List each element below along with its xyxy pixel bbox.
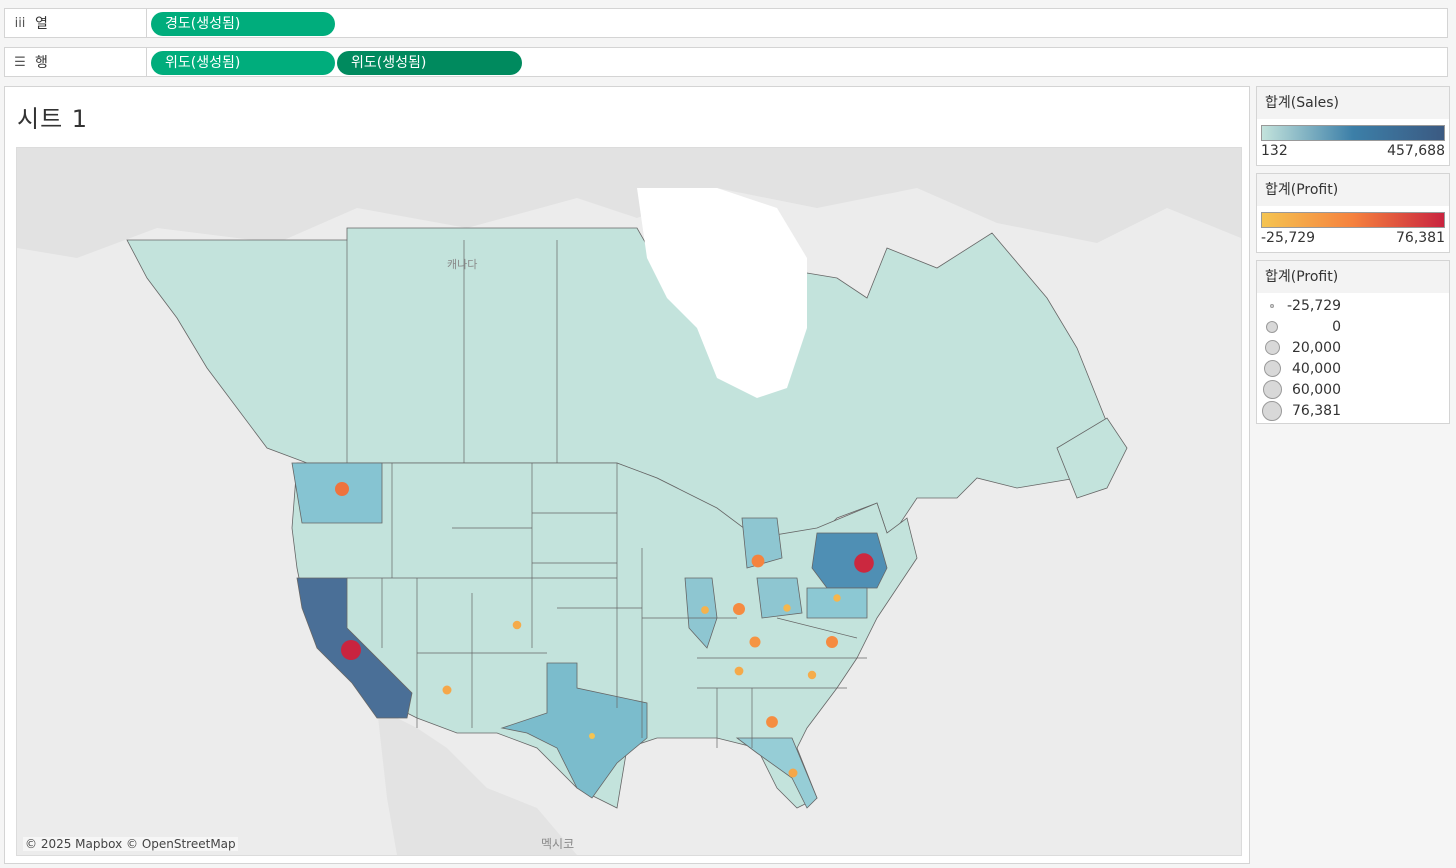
legend-profit-color-title: 합계(Profit)	[1257, 174, 1449, 206]
size-legend-value: 20,000	[1292, 339, 1341, 356]
size-legend-value: 0	[1332, 318, 1341, 335]
profit-mark-ohio[interactable]	[783, 604, 791, 612]
map-label-canada: 캐나다	[447, 258, 477, 271]
profit-mark-texas[interactable]	[589, 733, 595, 739]
columns-pill-label: 경도(생성됨)	[165, 16, 241, 32]
arctic-land	[17, 148, 1241, 258]
profit-mark-florida[interactable]	[788, 768, 798, 778]
sales-ramp-min: 132	[1261, 143, 1288, 159]
profit-mark-pennsylvania[interactable]	[833, 594, 841, 602]
legend-sales-color[interactable]: 합계(Sales) 132 457,688	[1256, 86, 1450, 166]
size-legend-value: 40,000	[1292, 360, 1341, 377]
profit-mark-arizona[interactable]	[442, 685, 452, 695]
size-legend-circle	[1262, 380, 1282, 399]
legend-profit-size-title: 합계(Profit)	[1257, 261, 1449, 293]
size-legend-list: -25,729 0 20,000 40,000 60,000 76,381	[1257, 293, 1449, 421]
map-view[interactable]: 캐나다	[16, 147, 1242, 856]
size-legend-circle-wrap	[1257, 400, 1287, 421]
size-legend-item: 0	[1257, 316, 1449, 337]
profit-mark-illinois[interactable]	[701, 606, 709, 614]
size-legend-value: 60,000	[1292, 381, 1341, 398]
sheet-title: 시트 1	[17, 105, 89, 133]
map-attribution: © 2025 Mapbox © OpenStreetMap	[23, 837, 238, 851]
profit-mark-georgia[interactable]	[766, 716, 778, 728]
size-legend-circle	[1270, 303, 1274, 308]
size-legend-circle	[1262, 400, 1282, 421]
legend-profit-size[interactable]: 합계(Profit) -25,729 0 20,000 40,000 60,000 76,…	[1256, 260, 1450, 424]
rows-icon: ☰	[14, 54, 26, 70]
region-florida[interactable]	[735, 737, 818, 809]
sales-color-ramp	[1261, 125, 1445, 141]
profit-mark-virginia[interactable]	[826, 636, 838, 648]
rows-shelf[interactable]: ☰ 행 위도(생성됨) 위도(생성됨)	[4, 47, 1448, 77]
size-legend-value: 76,381	[1292, 402, 1341, 419]
rows-pill-label: 위도(생성됨)	[165, 55, 241, 71]
size-legend-value: -25,729	[1287, 297, 1342, 314]
profit-mark-washington[interactable]	[335, 482, 349, 496]
rows-label: 행	[35, 55, 48, 71]
profit-mark-indiana[interactable]	[733, 603, 745, 615]
profit-mark-california[interactable]	[341, 640, 361, 660]
region-ohio[interactable]	[756, 577, 803, 619]
profit-color-ramp	[1261, 212, 1445, 228]
region-new-york[interactable]	[811, 532, 888, 589]
sales-ramp-max: 457,688	[1387, 143, 1445, 159]
legend-sales-title: 합계(Sales)	[1257, 87, 1449, 119]
rows-shelf-label: ☰ 행	[5, 48, 147, 76]
legend-profit-color[interactable]: 합계(Profit) -25,729 76,381	[1256, 173, 1450, 253]
size-legend-circle-wrap	[1257, 340, 1287, 355]
profit-mark-north-carolina[interactable]	[807, 670, 817, 680]
region-pennsylvania[interactable]	[806, 587, 868, 619]
columns-shelf-label: iii 열	[5, 9, 147, 37]
profit-mark-kentucky[interactable]	[749, 636, 761, 648]
map-label-mexico: 멕시코	[541, 837, 574, 851]
size-legend-circle-wrap	[1257, 380, 1287, 399]
region-michigan[interactable]	[741, 517, 783, 569]
region-newfoundland[interactable]	[1056, 417, 1128, 499]
mexico-land	[377, 708, 577, 855]
region-borders	[346, 240, 867, 748]
profit-mark-colorado[interactable]	[512, 620, 522, 630]
profit-marks[interactable]	[335, 482, 874, 778]
hudson-bay	[637, 188, 807, 398]
rows-pill-label: 위도(생성됨)	[351, 55, 427, 71]
map-svg[interactable]: 캐나다	[17, 148, 1241, 855]
size-legend-item: 60,000	[1257, 379, 1449, 400]
region-texas[interactable]	[500, 662, 648, 799]
profit-ramp-min: -25,729	[1261, 230, 1316, 246]
profit-mark-new-york[interactable]	[854, 553, 874, 573]
size-legend-item: 20,000	[1257, 337, 1449, 358]
size-legend-circle-wrap	[1257, 303, 1287, 308]
rows-pill-latitude-1[interactable]: 위도(생성됨)	[151, 51, 335, 75]
size-legend-circle	[1264, 340, 1280, 355]
columns-shelf[interactable]: iii 열 경도(생성됨)	[4, 8, 1448, 38]
columns-label: 열	[35, 16, 48, 32]
columns-pill-longitude[interactable]: 경도(생성됨)	[151, 12, 335, 36]
size-legend-circle	[1263, 360, 1281, 377]
size-legend-item: -25,729	[1257, 295, 1449, 316]
size-legend-item: 76,381	[1257, 400, 1449, 421]
profit-mark-tennessee[interactable]	[734, 666, 744, 676]
profit-mark-michigan[interactable]	[751, 554, 765, 568]
size-legend-circle-wrap	[1257, 320, 1287, 333]
rows-pill-latitude-2[interactable]: 위도(생성됨)	[337, 51, 522, 75]
size-legend-circle-wrap	[1257, 360, 1287, 377]
region-illinois[interactable]	[684, 577, 718, 649]
sheet-panel: 시트 1 캐나다	[4, 86, 1250, 864]
size-legend-item: 40,000	[1257, 358, 1449, 379]
size-legend-circle	[1266, 320, 1278, 333]
columns-icon: iii	[14, 15, 26, 31]
profit-ramp-max: 76,381	[1396, 230, 1445, 246]
